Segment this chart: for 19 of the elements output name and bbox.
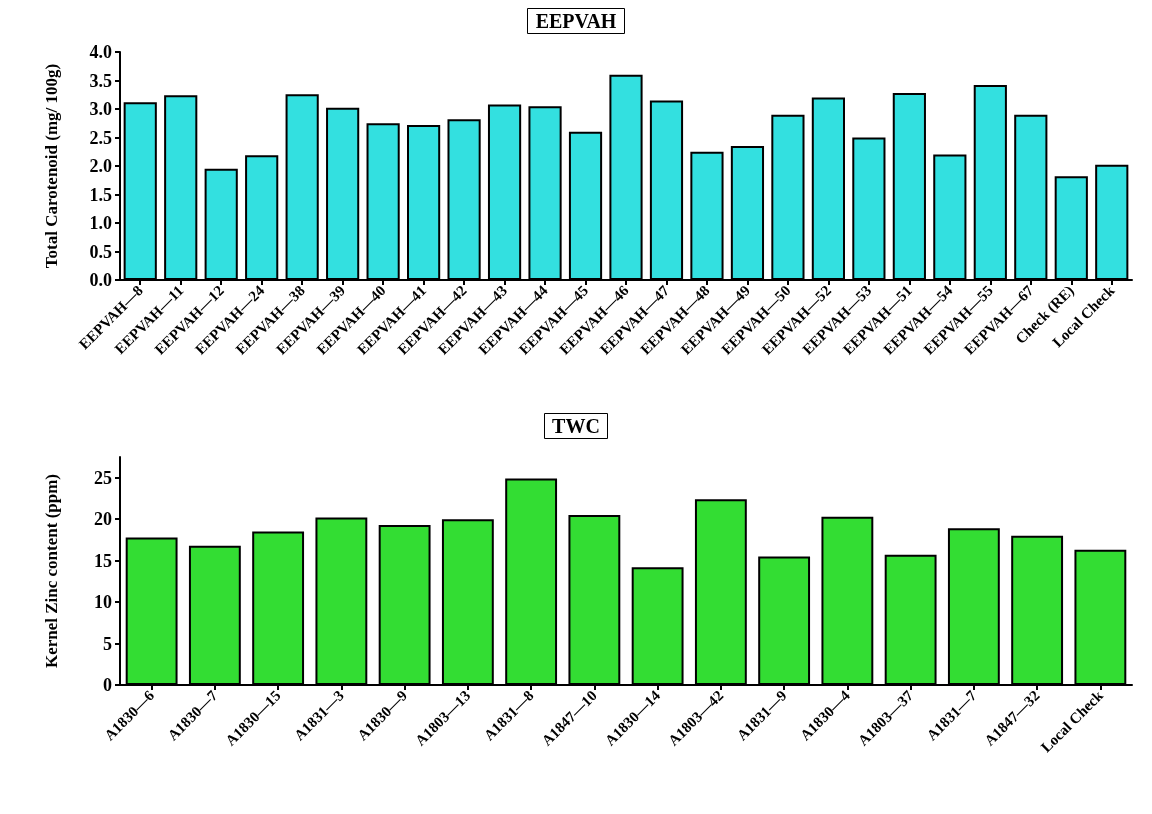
y-tick-label: 20 — [94, 509, 112, 530]
y-tick-label: 0.5 — [89, 241, 112, 262]
chart-title: EEPVAH — [535, 10, 617, 32]
y-tick-label: 4.0 — [89, 42, 112, 62]
y-tick-label: 10 — [94, 592, 112, 613]
y-tick-label: 2.0 — [89, 156, 112, 176]
y-tick-label: 3.0 — [89, 99, 112, 119]
y-tick-label: 25 — [94, 467, 112, 488]
y-tick-label: 0.0 — [89, 270, 112, 290]
y-tick-label: 5 — [103, 633, 112, 654]
y-tick-label: 1.0 — [89, 213, 112, 233]
y-tick-label: 2.5 — [89, 127, 112, 148]
y-axis-title: Kernel Zinc content (ppm) — [42, 473, 61, 669]
y-axis-title: Total Carotenoid (mg/ 100g) — [42, 63, 61, 269]
y-tick-label: 0 — [103, 675, 112, 695]
chart-title: TWC — [552, 415, 600, 437]
y-tick-label: 15 — [94, 550, 112, 571]
y-tick-label: 1.5 — [89, 184, 112, 205]
y-tick-label: 3.5 — [89, 70, 112, 91]
